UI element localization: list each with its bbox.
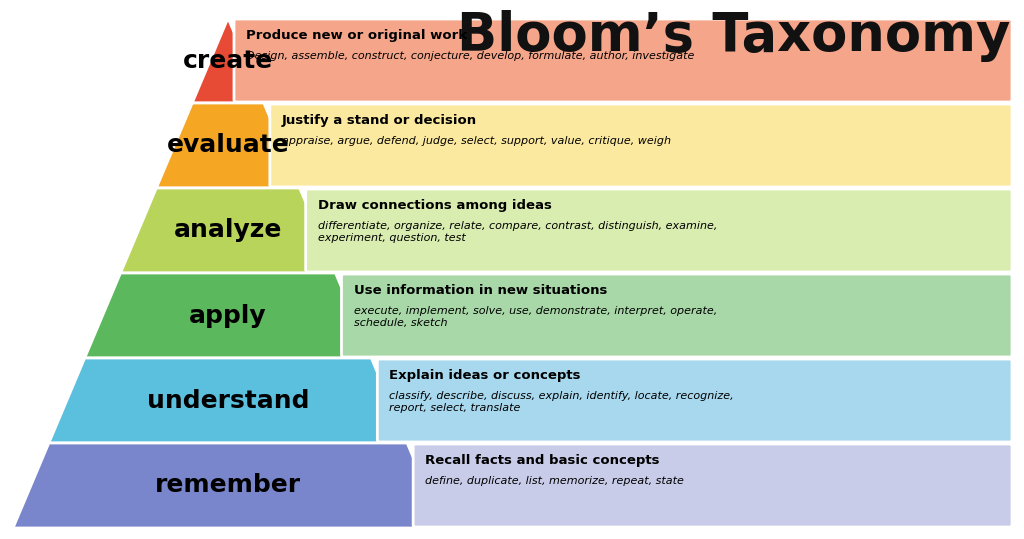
Text: define, duplicate, list, memorize, repeat, state: define, duplicate, list, memorize, repea… bbox=[425, 476, 684, 486]
Text: Explain ideas or concepts: Explain ideas or concepts bbox=[389, 369, 581, 382]
FancyBboxPatch shape bbox=[306, 189, 1012, 272]
Polygon shape bbox=[157, 103, 300, 188]
Text: Use information in new situations: Use information in new situations bbox=[353, 284, 607, 297]
Text: Produce new or original work: Produce new or original work bbox=[246, 29, 467, 42]
Text: execute, implement, solve, use, demonstrate, interpret, operate,
schedule, sketc: execute, implement, solve, use, demonstr… bbox=[353, 306, 717, 328]
Text: Draw connections among ideas: Draw connections among ideas bbox=[317, 199, 552, 212]
Text: differentiate, organize, relate, compare, contrast, distinguish, examine,
experi: differentiate, organize, relate, compare… bbox=[317, 221, 717, 243]
Polygon shape bbox=[193, 18, 264, 103]
FancyBboxPatch shape bbox=[341, 274, 1012, 357]
Polygon shape bbox=[85, 273, 372, 358]
Text: Design, assemble, construct, conjecture, develop, formulate, author, investigate: Design, assemble, construct, conjecture,… bbox=[246, 51, 694, 61]
FancyBboxPatch shape bbox=[234, 19, 1012, 102]
Text: appraise, argue, defend, judge, select, support, value, critique, weigh: appraise, argue, defend, judge, select, … bbox=[282, 136, 671, 146]
FancyBboxPatch shape bbox=[413, 444, 1012, 527]
Text: Recall facts and basic concepts: Recall facts and basic concepts bbox=[425, 454, 659, 467]
Text: understand: understand bbox=[146, 389, 309, 412]
Text: evaluate: evaluate bbox=[167, 134, 290, 157]
Text: analyze: analyze bbox=[174, 218, 283, 243]
Text: remember: remember bbox=[155, 473, 301, 497]
Text: Justify a stand or decision: Justify a stand or decision bbox=[282, 114, 477, 127]
Polygon shape bbox=[13, 443, 443, 528]
Polygon shape bbox=[49, 358, 408, 443]
Text: create: create bbox=[183, 49, 273, 73]
Text: Bloom’s Taxonomy: Bloom’s Taxonomy bbox=[457, 10, 1010, 62]
FancyBboxPatch shape bbox=[377, 359, 1012, 442]
FancyBboxPatch shape bbox=[270, 104, 1012, 187]
Text: classify, describe, discuss, explain, identify, locate, recognize,
report, selec: classify, describe, discuss, explain, id… bbox=[389, 391, 734, 412]
Text: apply: apply bbox=[189, 303, 267, 328]
Polygon shape bbox=[121, 188, 336, 273]
